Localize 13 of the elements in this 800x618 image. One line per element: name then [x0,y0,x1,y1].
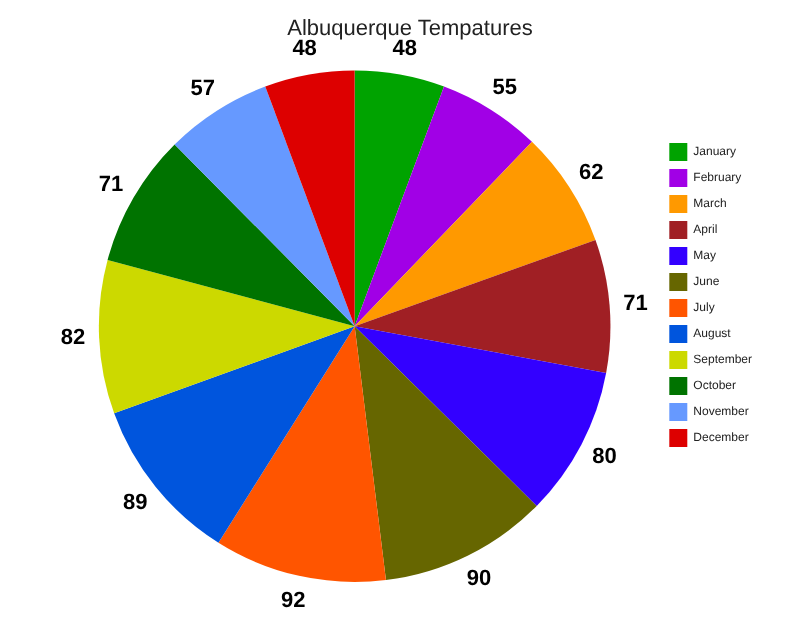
data-label: 80 [592,444,617,469]
data-label: 71 [98,172,124,197]
data-label: 57 [190,76,216,101]
data-label: 71 [623,291,648,316]
data-label: 48 [392,36,417,61]
data-label: 48 [292,36,317,61]
data-label: 62 [578,161,604,186]
data-label: 90 [466,567,492,592]
data-label: 82 [60,326,86,351]
data-label: 92 [281,589,306,614]
chart-title: Albuquerque Tempatures [287,17,534,42]
data-label: 89 [123,491,148,516]
data-label: 55 [492,75,517,100]
